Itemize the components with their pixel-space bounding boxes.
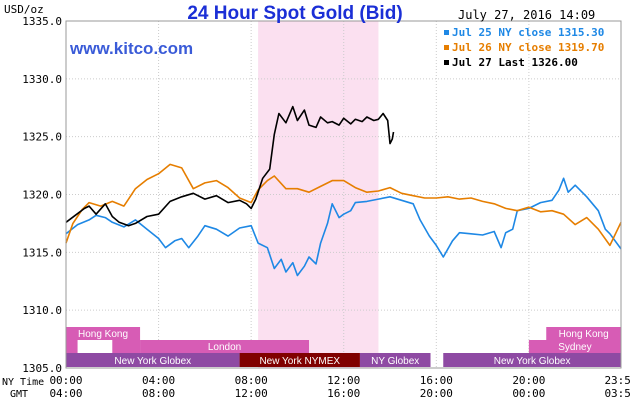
- series-line-jul26: [65, 163, 622, 247]
- x-tick-gmt: 04:00: [49, 387, 82, 400]
- session-bar: [112, 340, 141, 353]
- session-bar: [546, 327, 621, 340]
- legend-entry: Jul 27 Last 1326.00: [452, 56, 578, 69]
- y-tick-label: 1305.0: [22, 362, 62, 375]
- session-label: New York Globex: [114, 356, 191, 367]
- session-bar: [140, 340, 310, 353]
- legend-swatch: [444, 60, 449, 65]
- x-tick-ny: 00:00: [49, 374, 82, 387]
- ny-time-label: NY Time: [2, 377, 44, 388]
- x-tick-gmt: 20:00: [420, 387, 453, 400]
- session-bar: [359, 353, 431, 367]
- y-tick-label: 1315.0: [22, 246, 62, 259]
- session-bar: [239, 353, 360, 367]
- x-tick-gmt: 00:00: [512, 387, 545, 400]
- session-label: London: [208, 342, 241, 353]
- y-tick-label: 1325.0: [22, 131, 62, 144]
- x-tick-gmt: 08:00: [142, 387, 175, 400]
- timestamp: July 27, 2016 14:09: [458, 8, 595, 22]
- unit-label: USD/oz: [4, 3, 44, 16]
- session-bar: [443, 353, 621, 367]
- trading-sessions: Hong Kong Hong Kong London Sydney New York G…: [66, 327, 621, 367]
- session-bar: [66, 340, 78, 353]
- session-bar: [528, 340, 621, 353]
- x-tick-gmt: 03:59: [604, 387, 630, 400]
- x-tick-ny: 04:00: [142, 374, 175, 387]
- plot-frame: [65, 20, 622, 369]
- legend-swatch: [444, 45, 449, 50]
- series: [65, 105, 622, 277]
- y-axis: 1305.0 1310.0 1315.0 1320.0 1325.0 1330.0 1335…: [22, 15, 62, 375]
- series-line-jul27: [65, 105, 395, 227]
- x-tick-gmt: 12:00: [235, 387, 268, 400]
- series-line-jul25: [65, 177, 622, 277]
- y-tick-label: 1335.0: [22, 15, 62, 28]
- legend-entry: Jul 26 NY close 1319.70: [452, 41, 604, 54]
- session-label: NY Globex: [371, 356, 419, 367]
- legend-entry: Jul 25 NY close 1315.30: [452, 26, 604, 39]
- kitco-watermark: www.kitco.com: [69, 39, 193, 58]
- x-tick-ny: 20:00: [512, 374, 545, 387]
- session-label: Hong Kong: [78, 329, 128, 340]
- gmt-label: GMT: [10, 389, 28, 400]
- x-tick-ny: 23:59: [604, 374, 630, 387]
- y-tick-label: 1310.0: [22, 304, 62, 317]
- session-bar: [66, 353, 240, 367]
- chart-title: 24 Hour Spot Gold (Bid): [187, 3, 402, 24]
- session-bar: [66, 327, 141, 340]
- x-tick-gmt: 16:00: [327, 387, 360, 400]
- x-tick-ny: 16:00: [420, 374, 453, 387]
- legend: Jul 25 NY close 1315.30 Jul 26 NY close 1…: [444, 26, 604, 69]
- session-label: New York NYMEX: [259, 356, 340, 367]
- x-tick-ny: 08:00: [235, 374, 268, 387]
- session-label: Hong Kong: [559, 329, 609, 340]
- x-tick-ny: 12:00: [327, 374, 360, 387]
- y-tick-label: 1330.0: [22, 73, 62, 86]
- x-axis: 00:0004:0004:0008:0008:0012:0012:0016:00…: [49, 374, 630, 400]
- y-tick-label: 1320.0: [22, 189, 62, 202]
- session-label: Sydney: [558, 342, 591, 353]
- session-label: New York Globex: [494, 356, 571, 367]
- legend-swatch: [444, 30, 449, 35]
